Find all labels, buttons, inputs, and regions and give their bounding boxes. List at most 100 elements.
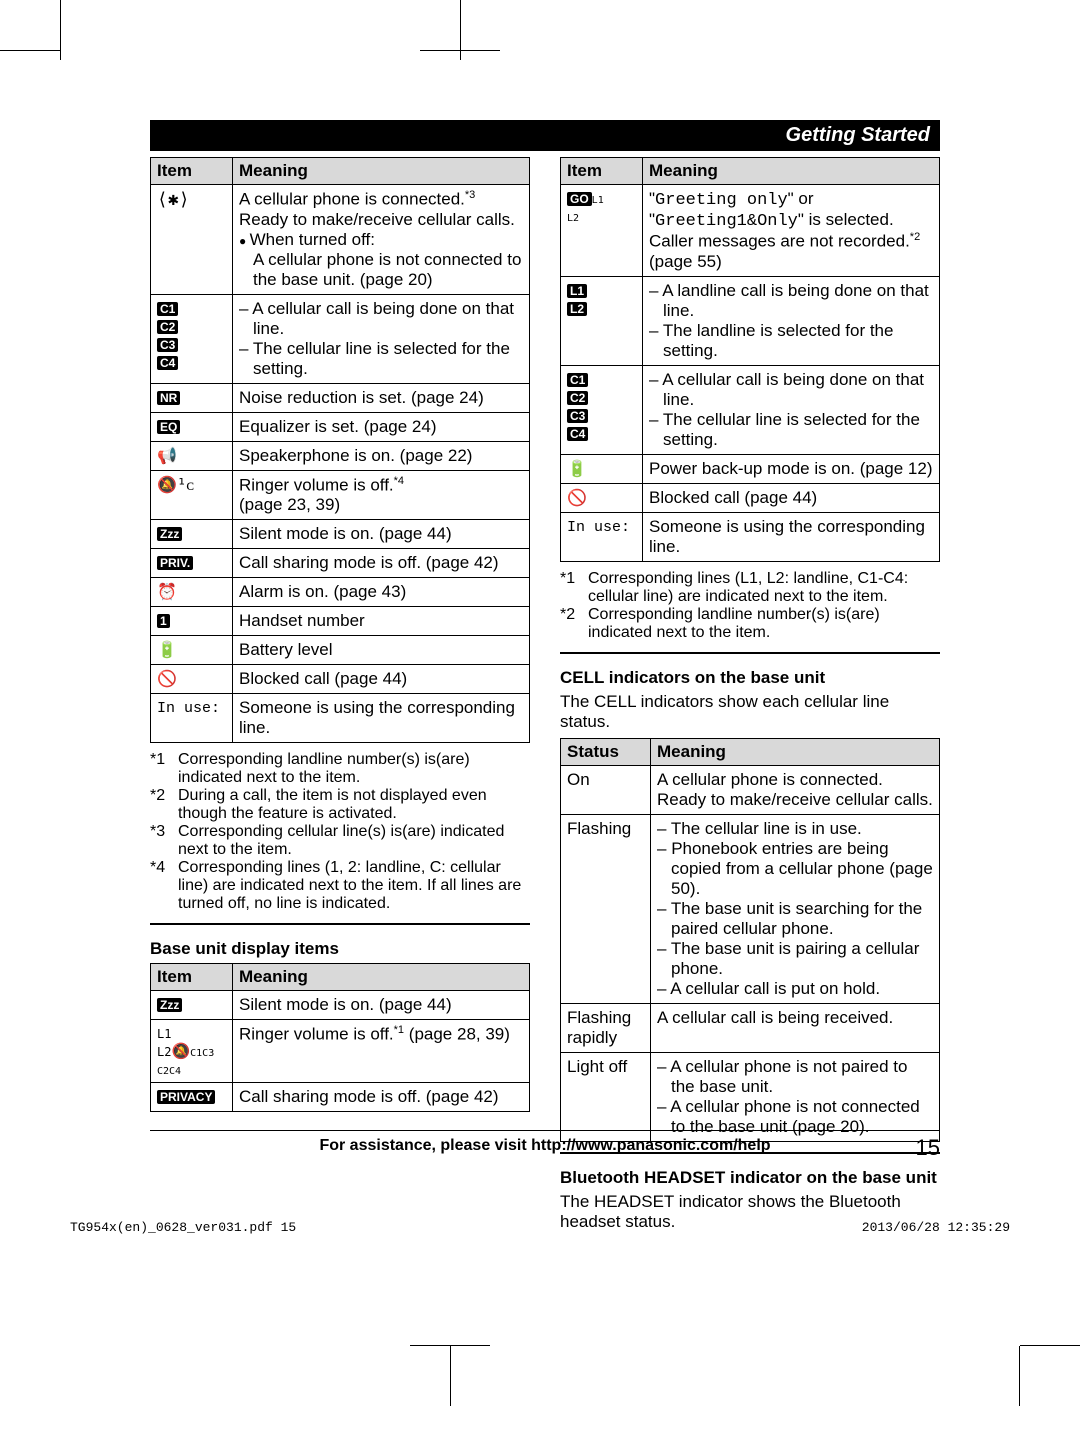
item-meaning-cell: A cellular phone is connected.*3Ready to… bbox=[233, 185, 530, 295]
table-row: L1L2A landline call is being done on tha… bbox=[561, 276, 940, 365]
th-item: Item bbox=[151, 158, 233, 185]
item-meaning-cell: Someone is using the corresponding line. bbox=[233, 694, 530, 743]
table-row: PRIV.Call sharing mode is off. (page 42) bbox=[151, 549, 530, 578]
footer-text: For assistance, please visit http://www.… bbox=[319, 1137, 770, 1154]
left-column: Item Meaning ⟨✱⟩A cellular phone is conn… bbox=[150, 157, 530, 1238]
item-icon-cell: 🔕¹ᴄ bbox=[151, 470, 233, 520]
meaning-cell: A cellular call is being received. bbox=[651, 1003, 940, 1052]
item-meaning-cell: Noise reduction is set. (page 24) bbox=[233, 383, 530, 412]
item-meaning-cell: Blocked call (page 44) bbox=[233, 665, 530, 694]
item-icon-cell: Zzz bbox=[151, 991, 233, 1020]
cell-indicators-table: Status Meaning OnA cellular phone is con… bbox=[560, 738, 940, 1142]
th-item: Item bbox=[151, 964, 233, 991]
th-meaning: Meaning bbox=[233, 158, 530, 185]
table-row: Flashing rapidlyA cellular call is being… bbox=[561, 1003, 940, 1052]
table-row: ⟨✱⟩A cellular phone is connected.*3Ready… bbox=[151, 185, 530, 295]
item-meaning-cell: Someone is using the corresponding line. bbox=[643, 512, 940, 561]
page-footer: For assistance, please visit http://www.… bbox=[150, 1130, 940, 1155]
right-column: Item Meaning GOL1L2"Greeting only" or "G… bbox=[560, 157, 940, 1238]
item-meaning-cell: Silent mode is on. (page 44) bbox=[233, 991, 530, 1020]
status-cell: Flashing rapidly bbox=[561, 1003, 651, 1052]
status-cell: Flashing bbox=[561, 814, 651, 1003]
table-row: 📢Speakerphone is on. (page 22) bbox=[151, 441, 530, 470]
right-footnotes: *1Corresponding lines (L1, L2: landline,… bbox=[560, 570, 940, 642]
th-meaning: Meaning bbox=[651, 738, 940, 765]
section-header: Getting Started bbox=[150, 120, 940, 151]
th-meaning: Meaning bbox=[643, 158, 940, 185]
cell-indicators-text: The CELL indicators show each cellular l… bbox=[560, 692, 940, 732]
th-item: Item bbox=[561, 158, 643, 185]
footnote: *2During a call, the item is not display… bbox=[150, 787, 530, 823]
item-icon-cell: EQ bbox=[151, 412, 233, 441]
meaning-cell: A cellular phone is connected. Ready to … bbox=[651, 765, 940, 814]
item-meaning-cell: A cellular call is being done on that li… bbox=[643, 365, 940, 454]
th-status: Status bbox=[561, 738, 651, 765]
footnote: *3Corresponding cellular line(s) is(are)… bbox=[150, 823, 530, 859]
item-icon-cell: 🚫 bbox=[151, 665, 233, 694]
meaning-cell: The cellular line is in use.Phonebook en… bbox=[651, 814, 940, 1003]
table-row: 1Handset number bbox=[151, 607, 530, 636]
left-footnotes: *1Corresponding landline number(s) is(ar… bbox=[150, 751, 530, 913]
item-icon-cell: PRIVACY bbox=[151, 1083, 233, 1112]
item-meaning-cell: Ringer volume is off.*1 (page 28, 39) bbox=[233, 1020, 530, 1083]
table-row: ⏰Alarm is on. (page 43) bbox=[151, 578, 530, 607]
table-row: L1L2🔕C1C3C2C4Ringer volume is off.*1 (pa… bbox=[151, 1020, 530, 1083]
print-left: TG954x(en)_0628_ver031.pdf 15 bbox=[70, 1220, 296, 1235]
item-icon-cell: 🔋 bbox=[561, 454, 643, 483]
item-meaning-cell: Blocked call (page 44) bbox=[643, 483, 940, 512]
table-row: 🔋Battery level bbox=[151, 636, 530, 665]
page-content: Getting Started Item Meaning ⟨✱⟩A cellul… bbox=[150, 120, 940, 1238]
table-row: FlashingThe cellular line is in use.Phon… bbox=[561, 814, 940, 1003]
item-icon-cell: C1C2C3C4 bbox=[561, 365, 643, 454]
item-icon-cell: ⟨✱⟩ bbox=[151, 185, 233, 295]
table-row: 🔕¹ᴄRinger volume is off.*4(page 23, 39) bbox=[151, 470, 530, 520]
table-row: PRIVACYCall sharing mode is off. (page 4… bbox=[151, 1083, 530, 1112]
print-info: TG954x(en)_0628_ver031.pdf 15 2013/06/28… bbox=[70, 1220, 1010, 1235]
table-row: 🚫Blocked call (page 44) bbox=[561, 483, 940, 512]
print-right: 2013/06/28 12:35:29 bbox=[862, 1220, 1010, 1235]
item-meaning-cell: Speakerphone is on. (page 22) bbox=[233, 441, 530, 470]
item-meaning-cell: A cellular call is being done on that li… bbox=[233, 294, 530, 383]
footnote: *1Corresponding lines (L1, L2: landline,… bbox=[560, 570, 940, 606]
base-unit-title: Base unit display items bbox=[150, 939, 530, 959]
item-icon-cell: GOL1L2 bbox=[561, 185, 643, 277]
table-row: In use:Someone is using the correspondin… bbox=[561, 512, 940, 561]
item-icon-cell: C1C2C3C4 bbox=[151, 294, 233, 383]
table-row: GOL1L2"Greeting only" or "Greeting1&Only… bbox=[561, 185, 940, 277]
bluetooth-title: Bluetooth HEADSET indicator on the base … bbox=[560, 1168, 940, 1188]
item-icon-cell: 🚫 bbox=[561, 483, 643, 512]
table-row: In use:Someone is using the correspondin… bbox=[151, 694, 530, 743]
handset-items-table: Item Meaning ⟨✱⟩A cellular phone is conn… bbox=[150, 157, 530, 743]
item-meaning-cell: Battery level bbox=[233, 636, 530, 665]
item-icon-cell: Zzz bbox=[151, 520, 233, 549]
item-icon-cell: PRIV. bbox=[151, 549, 233, 578]
item-icon-cell: L1L2 bbox=[561, 276, 643, 365]
footnote: *4Corresponding lines (1, 2: landline, C… bbox=[150, 859, 530, 913]
base-unit-table-cont: Item Meaning GOL1L2"Greeting only" or "G… bbox=[560, 157, 940, 562]
table-row: ZzzSilent mode is on. (page 44) bbox=[151, 520, 530, 549]
page-number: 15 bbox=[916, 1135, 940, 1161]
table-row: C1C2C3C4A cellular call is being done on… bbox=[561, 365, 940, 454]
table-row: OnA cellular phone is connected. Ready t… bbox=[561, 765, 940, 814]
table-row: 🚫Blocked call (page 44) bbox=[151, 665, 530, 694]
item-meaning-cell: Equalizer is set. (page 24) bbox=[233, 412, 530, 441]
item-meaning-cell: Call sharing mode is off. (page 42) bbox=[233, 549, 530, 578]
item-icon-cell: ⏰ bbox=[151, 578, 233, 607]
item-icon-cell: 📢 bbox=[151, 441, 233, 470]
item-meaning-cell: Power back-up mode is on. (page 12) bbox=[643, 454, 940, 483]
item-meaning-cell: Handset number bbox=[233, 607, 530, 636]
status-cell: On bbox=[561, 765, 651, 814]
item-icon-cell: NR bbox=[151, 383, 233, 412]
table-row: Light offA cellular phone is not paired … bbox=[561, 1052, 940, 1141]
item-meaning-cell: Alarm is on. (page 43) bbox=[233, 578, 530, 607]
cell-indicators-title: CELL indicators on the base unit bbox=[560, 668, 940, 688]
table-row: ZzzSilent mode is on. (page 44) bbox=[151, 991, 530, 1020]
th-meaning: Meaning bbox=[233, 964, 530, 991]
table-row: EQEqualizer is set. (page 24) bbox=[151, 412, 530, 441]
item-icon-cell: 🔋 bbox=[151, 636, 233, 665]
item-meaning-cell: Ringer volume is off.*4(page 23, 39) bbox=[233, 470, 530, 520]
item-icon-cell: 1 bbox=[151, 607, 233, 636]
meaning-cell: A cellular phone is not paired to the ba… bbox=[651, 1052, 940, 1141]
item-meaning-cell: A landline call is being done on that li… bbox=[643, 276, 940, 365]
item-icon-cell: In use: bbox=[561, 512, 643, 561]
